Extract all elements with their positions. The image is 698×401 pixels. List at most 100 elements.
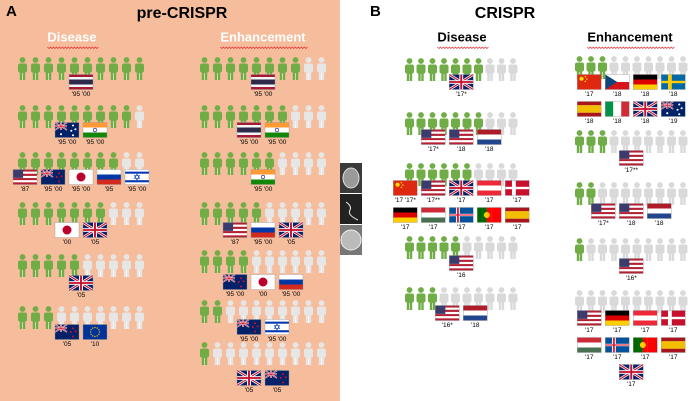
flag-border (82, 324, 108, 340)
body (109, 260, 118, 270)
flag (68, 169, 94, 185)
head (588, 130, 594, 136)
flag-border (449, 129, 474, 145)
head (418, 112, 424, 118)
flag-stripe (279, 284, 303, 290)
body (135, 208, 144, 218)
flag (250, 169, 276, 185)
head (498, 287, 505, 293)
person-gray (135, 306, 144, 329)
head (510, 287, 516, 293)
head (599, 290, 606, 296)
flag-stripe (435, 307, 460, 310)
person-green (226, 202, 235, 225)
head (58, 152, 65, 158)
flag-border (421, 180, 446, 196)
flag-stripe (647, 203, 672, 209)
flag-stripe (605, 320, 630, 326)
flag (421, 129, 446, 145)
head (406, 112, 413, 118)
flag-stripe (619, 159, 644, 162)
body (135, 63, 144, 73)
person-green (416, 58, 426, 81)
head (318, 152, 325, 158)
body (252, 208, 261, 218)
head (418, 287, 424, 293)
head (19, 306, 26, 312)
person-green (428, 236, 437, 259)
person-green (278, 57, 287, 80)
head (441, 236, 447, 242)
head (645, 238, 652, 244)
flag-border (619, 364, 644, 380)
flag-stripe (449, 259, 474, 262)
flag (633, 310, 658, 326)
head (599, 56, 606, 62)
flag-star (71, 134, 75, 137)
head (680, 182, 686, 188)
flag (660, 100, 686, 117)
person-green (31, 254, 40, 277)
person-gray (317, 300, 326, 323)
body (598, 244, 607, 254)
body (200, 306, 209, 316)
body (200, 158, 209, 168)
flag-stripe (605, 101, 614, 117)
flag-star (242, 280, 245, 283)
flag-star (400, 181, 403, 184)
head (657, 130, 663, 136)
flag (605, 74, 630, 90)
body (252, 111, 261, 121)
year-label: '17 (669, 354, 678, 361)
person-green (109, 57, 118, 80)
person-gray (598, 182, 607, 205)
head (510, 112, 516, 118)
body (200, 63, 209, 73)
flag-border (591, 203, 616, 219)
year-label: '95 '00 (268, 139, 287, 146)
person-gray (317, 57, 326, 80)
head (201, 152, 208, 158)
person-gray (655, 182, 665, 205)
flag-canton (13, 169, 24, 178)
head (599, 182, 606, 188)
body (304, 111, 313, 121)
flag-stripe (421, 138, 446, 141)
flag-border (449, 180, 474, 196)
flag-cross (279, 229, 303, 231)
year-label: '95 '00 (44, 186, 63, 193)
person-green (416, 112, 426, 135)
head (464, 58, 470, 64)
flag (54, 222, 80, 238)
head (227, 300, 234, 306)
body (317, 348, 326, 358)
head (441, 287, 447, 293)
body (575, 244, 584, 254)
body (18, 158, 27, 168)
year-label: '19 (669, 118, 678, 125)
flag-stripe (83, 127, 107, 133)
flag-stripe (251, 74, 275, 78)
person-green (586, 182, 596, 205)
flag-border (236, 370, 262, 386)
flag-wheel (92, 127, 98, 133)
body (70, 111, 79, 121)
head (45, 306, 52, 312)
person-gray (226, 342, 235, 365)
head (441, 112, 447, 118)
head (266, 342, 273, 348)
flag-stripe (647, 337, 653, 353)
person-gray (609, 182, 619, 205)
head (576, 238, 583, 244)
flag-border (40, 169, 66, 185)
flag (250, 222, 276, 238)
head (305, 202, 312, 208)
flag (236, 318, 262, 335)
flag-stripe (237, 122, 261, 126)
person-green (451, 236, 460, 259)
head (418, 58, 424, 64)
year-label: '18 (585, 118, 594, 125)
flag-star (281, 373, 285, 376)
year-label: '00 (63, 239, 72, 246)
body (57, 111, 66, 121)
